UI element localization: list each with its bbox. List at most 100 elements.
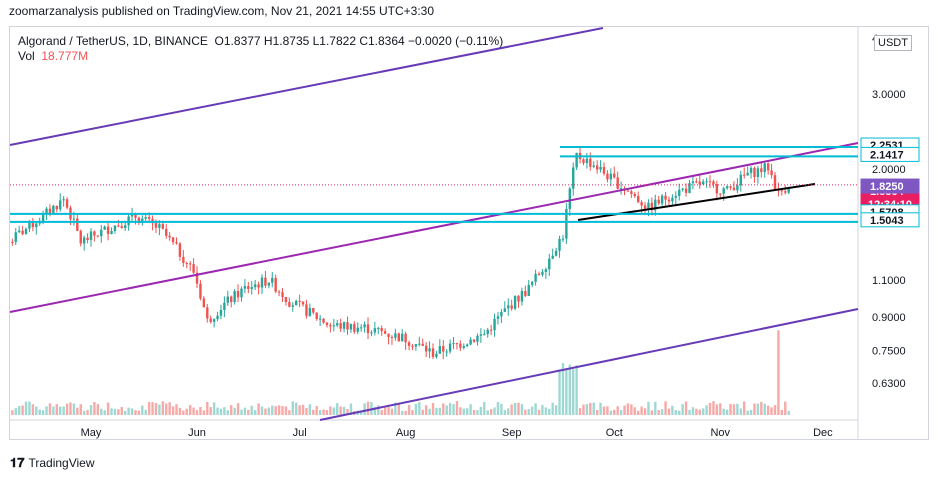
volume-bar <box>725 409 729 415</box>
candle-body <box>725 186 729 189</box>
candle-body <box>24 228 28 235</box>
candle-body <box>606 173 609 180</box>
candle-body <box>202 298 206 308</box>
candle-body <box>431 348 435 357</box>
candle-body <box>79 230 82 244</box>
candle-body <box>370 332 373 334</box>
volume-bar <box>79 404 82 415</box>
volume-bar <box>777 330 780 415</box>
volume-bar <box>421 409 424 415</box>
volume-bar <box>442 403 445 415</box>
candle-body <box>445 351 448 353</box>
volume-bar <box>373 407 377 415</box>
volume-bar <box>466 408 469 415</box>
candle-body <box>643 205 647 209</box>
tradingview-logo[interactable]: 𝟏𝟕 TradingView <box>10 455 95 471</box>
volume-bar <box>753 403 756 415</box>
volume-bar <box>165 403 168 415</box>
candle-body <box>188 263 192 265</box>
candle-body <box>247 286 250 289</box>
candle-body <box>178 243 182 257</box>
x-tick-label: Sep <box>502 427 522 439</box>
candle-body <box>401 333 404 342</box>
y-tick-label: 0.9000 <box>872 312 906 324</box>
volume-bar <box>722 408 725 415</box>
volume-bar <box>185 408 188 415</box>
volume-bar <box>684 401 688 415</box>
candle-body <box>589 158 592 167</box>
candle-body <box>17 230 21 233</box>
volume-bar <box>390 408 394 415</box>
volume-bar <box>188 405 192 415</box>
volume-bar <box>431 403 435 415</box>
volume-bar <box>633 407 636 415</box>
candle-body <box>277 291 281 293</box>
volume-bar <box>746 410 749 415</box>
volume-bar <box>329 406 332 415</box>
candle-body <box>329 325 332 327</box>
candle-body <box>41 213 45 222</box>
volume-bar <box>291 401 294 415</box>
candle-body <box>715 184 719 194</box>
volume-bar <box>69 402 72 415</box>
volume-bar <box>561 362 565 415</box>
candle-body <box>476 335 479 342</box>
volume-bar <box>520 404 524 415</box>
volume-bar <box>206 401 209 415</box>
candle-body <box>301 301 305 305</box>
candle-body <box>448 343 452 352</box>
volume-bar <box>654 401 657 415</box>
x-tick-label: Jul <box>293 427 307 439</box>
volume-bar <box>117 409 120 415</box>
volume-bar <box>380 410 383 415</box>
candle-body <box>192 264 195 273</box>
candle-body <box>534 273 537 282</box>
volume-bar <box>503 410 507 415</box>
volume-bar <box>763 403 766 415</box>
volume-bar <box>178 407 182 415</box>
candle-body <box>442 346 445 352</box>
candle-body <box>216 315 219 320</box>
candle-body <box>199 283 202 299</box>
volume-bar <box>182 410 185 415</box>
candle-body <box>787 188 790 193</box>
candle-body <box>428 348 431 352</box>
volume-bar <box>688 409 691 415</box>
candle-body <box>414 344 418 347</box>
currency-button[interactable]: USDT <box>874 35 912 51</box>
volume-bar <box>17 406 21 415</box>
candle-body <box>466 344 469 347</box>
volume-bar <box>637 410 640 415</box>
volume-bar <box>315 406 318 415</box>
candle-body <box>708 181 712 183</box>
volume-bar <box>541 405 544 415</box>
volume-bar <box>438 407 442 415</box>
candle-body <box>100 229 103 237</box>
volume-bar <box>712 401 715 415</box>
chart-legend: Algorand / TetherUS, 1D, BINANCE O1.8377… <box>18 34 503 64</box>
volume-bar <box>274 406 277 415</box>
volume-bar <box>551 402 554 415</box>
candle-body <box>609 173 613 180</box>
candle-body <box>537 273 541 275</box>
candle-body <box>89 231 93 241</box>
candle-body <box>195 272 199 284</box>
volume-bar <box>76 407 79 415</box>
candle-body <box>407 342 411 346</box>
candle-body <box>592 165 595 167</box>
candle-body <box>182 256 185 263</box>
x-tick-label: Jun <box>188 427 206 439</box>
volume-bar <box>729 404 732 415</box>
volume-bar <box>298 405 301 415</box>
volume-bar <box>65 403 69 415</box>
volume-bar <box>643 408 647 415</box>
volume-bar <box>89 405 93 415</box>
volume-bar <box>59 406 62 415</box>
volume-bar <box>24 401 28 415</box>
candle-body <box>462 346 465 348</box>
candle-body <box>698 181 701 185</box>
candle-body <box>45 208 48 214</box>
candle-body <box>253 284 257 288</box>
volume-bar <box>35 406 38 415</box>
